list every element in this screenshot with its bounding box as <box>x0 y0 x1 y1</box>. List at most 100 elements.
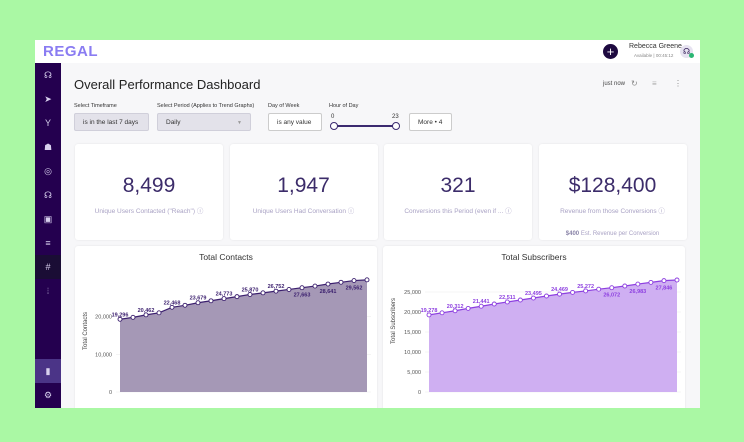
inbox-icon[interactable]: ▣ <box>43 214 53 224</box>
kpi-value: $128,400 <box>568 174 657 197</box>
branch-icon[interactable]: Y <box>44 118 51 128</box>
data-point <box>156 310 162 316</box>
data-point <box>221 296 227 302</box>
total-contacts-panel: Total Contacts 0 10,000 20,000 Total Contac… <box>75 246 377 408</box>
timeframe-filter[interactable]: is in the last 7 days <box>74 113 149 131</box>
data-label: 27,846 <box>656 286 673 292</box>
total-contacts-chart: 0 10,000 20,000 Total Contacts 19,296 20,462 2… <box>83 277 371 396</box>
info-icon[interactable]: ⓘ <box>658 208 665 215</box>
data-point <box>338 279 344 285</box>
data-point <box>182 302 188 308</box>
headset-icon[interactable]: ☊ <box>44 70 52 80</box>
data-point <box>452 308 458 314</box>
users-icon[interactable]: ☗ <box>43 142 53 152</box>
app-window: REGAL + Rebecca Greene Available | 00:45… <box>35 40 700 408</box>
period-value: Daily <box>166 119 181 126</box>
kpi-label: Conversions this Period (even if ... ⓘ <box>384 205 532 215</box>
data-point <box>609 285 615 291</box>
filter-icon[interactable]: ≡ <box>652 79 657 88</box>
hashtag-icon[interactable]: # <box>35 255 61 279</box>
logo[interactable]: REGAL <box>43 43 98 60</box>
kpi-label: Revenue from those Conversions ⓘ <box>539 205 687 215</box>
data-label: 19,278 <box>421 308 438 314</box>
data-point <box>544 293 549 299</box>
data-point <box>312 283 318 289</box>
info-icon[interactable]: ⓘ <box>505 208 512 215</box>
chevron-down-icon: ▼ <box>237 120 242 126</box>
data-label: 28,641 <box>320 289 337 295</box>
data-point <box>557 291 562 297</box>
timeframe-label: Select Timeframe <box>74 103 117 109</box>
total-subscribers-chart: 0 5,000 10,000 15,000 20,000 25,000 Total Subs… <box>391 277 681 396</box>
period-select[interactable]: Daily ▼ <box>157 113 251 131</box>
data-point <box>635 281 641 287</box>
area-fill <box>429 280 677 392</box>
day-of-week-filter[interactable]: is any value <box>268 113 322 131</box>
data-point <box>364 277 370 283</box>
data-point <box>247 292 253 297</box>
data-point <box>273 288 279 294</box>
hour-of-day-label: Hour of Day <box>329 103 359 109</box>
kpi-extra: $400 Est. Revenue per Conversion <box>539 231 687 237</box>
total-subscribers-panel: Total Subscribers 0 5,000 10,000 15,000 20,0… <box>383 246 685 408</box>
data-point <box>439 310 445 316</box>
y-tick-label: 20,000 <box>95 315 112 321</box>
kpi-value: 1,947 <box>277 174 330 197</box>
data-point <box>504 299 510 305</box>
user-name: Rebecca Greene <box>629 43 682 50</box>
hour-max-value: 23 <box>392 114 399 120</box>
target-icon[interactable]: ◎ <box>44 166 52 176</box>
info-icon[interactable]: ⓘ <box>196 208 204 215</box>
more-options-icon[interactable]: ⋮ <box>674 79 682 88</box>
data-point <box>325 281 331 287</box>
data-label: 19,296 <box>112 312 129 318</box>
data-label: 23,679 <box>190 296 207 302</box>
list-icon[interactable]: ≡ <box>45 238 51 248</box>
settings-icon[interactable]: ⚙ <box>43 390 53 400</box>
audio-icon[interactable]: ⦙ <box>46 286 50 296</box>
data-label: 26,983 <box>629 289 646 295</box>
online-status-dot <box>689 53 694 58</box>
more-filters-button[interactable]: More • 4 <box>409 113 452 131</box>
sidebar: ☊ ➤ Y ☗ ◎ ☊ ▣ ≡ # ⦙ ▮ ⚙ <box>35 63 61 408</box>
kpi-card: 321 Conversions this Period (even if ...… <box>384 144 532 240</box>
kpi-label-text: Revenue from those Conversions <box>560 208 657 215</box>
hour-slider-min-handle[interactable] <box>330 122 338 130</box>
y-axis-label: Total Contacts <box>83 312 89 350</box>
kpi-value: 321 <box>440 174 476 197</box>
top-bar: REGAL + Rebecca Greene Available | 00:45… <box>35 40 700 63</box>
data-point <box>517 297 523 303</box>
chart-title: Total Contacts <box>199 252 253 262</box>
data-point <box>465 305 471 311</box>
data-label: 29,562 <box>346 286 363 292</box>
data-point <box>117 316 123 322</box>
data-label: 24,773 <box>216 292 233 298</box>
data-label: 26,072 <box>603 293 620 299</box>
data-point <box>299 285 305 291</box>
data-label: 22,511 <box>499 295 516 301</box>
info-icon[interactable]: ⓘ <box>347 208 355 215</box>
refresh-icon[interactable]: ↻ <box>631 79 638 88</box>
period-label: Select Period (Applies to Trend Graphs) <box>157 103 255 109</box>
data-point <box>570 289 576 295</box>
kpi-label: Unique Users Had Conversation ⓘ <box>230 205 378 215</box>
bar-chart-icon[interactable]: ▮ <box>35 359 61 383</box>
data-point <box>351 278 357 284</box>
data-label: 25,272 <box>577 284 594 290</box>
add-button[interactable]: + <box>603 44 618 59</box>
data-point <box>491 301 497 307</box>
data-label: 20,312 <box>447 304 464 310</box>
support-icon[interactable]: ☊ <box>44 190 52 200</box>
data-point <box>426 312 432 318</box>
hour-slider-max-handle[interactable] <box>392 122 400 130</box>
data-label: 21,441 <box>473 299 490 305</box>
data-point <box>130 314 136 320</box>
hour-slider-track[interactable] <box>334 125 396 127</box>
data-point <box>195 300 201 306</box>
data-label: 23,495 <box>525 291 542 297</box>
kpi-value: 8,499 <box>122 174 176 197</box>
chart-title: Total Subscribers <box>501 252 567 262</box>
kpi-extra-value: $400 <box>565 231 580 237</box>
data-point <box>208 298 214 304</box>
send-icon[interactable]: ➤ <box>44 94 52 104</box>
